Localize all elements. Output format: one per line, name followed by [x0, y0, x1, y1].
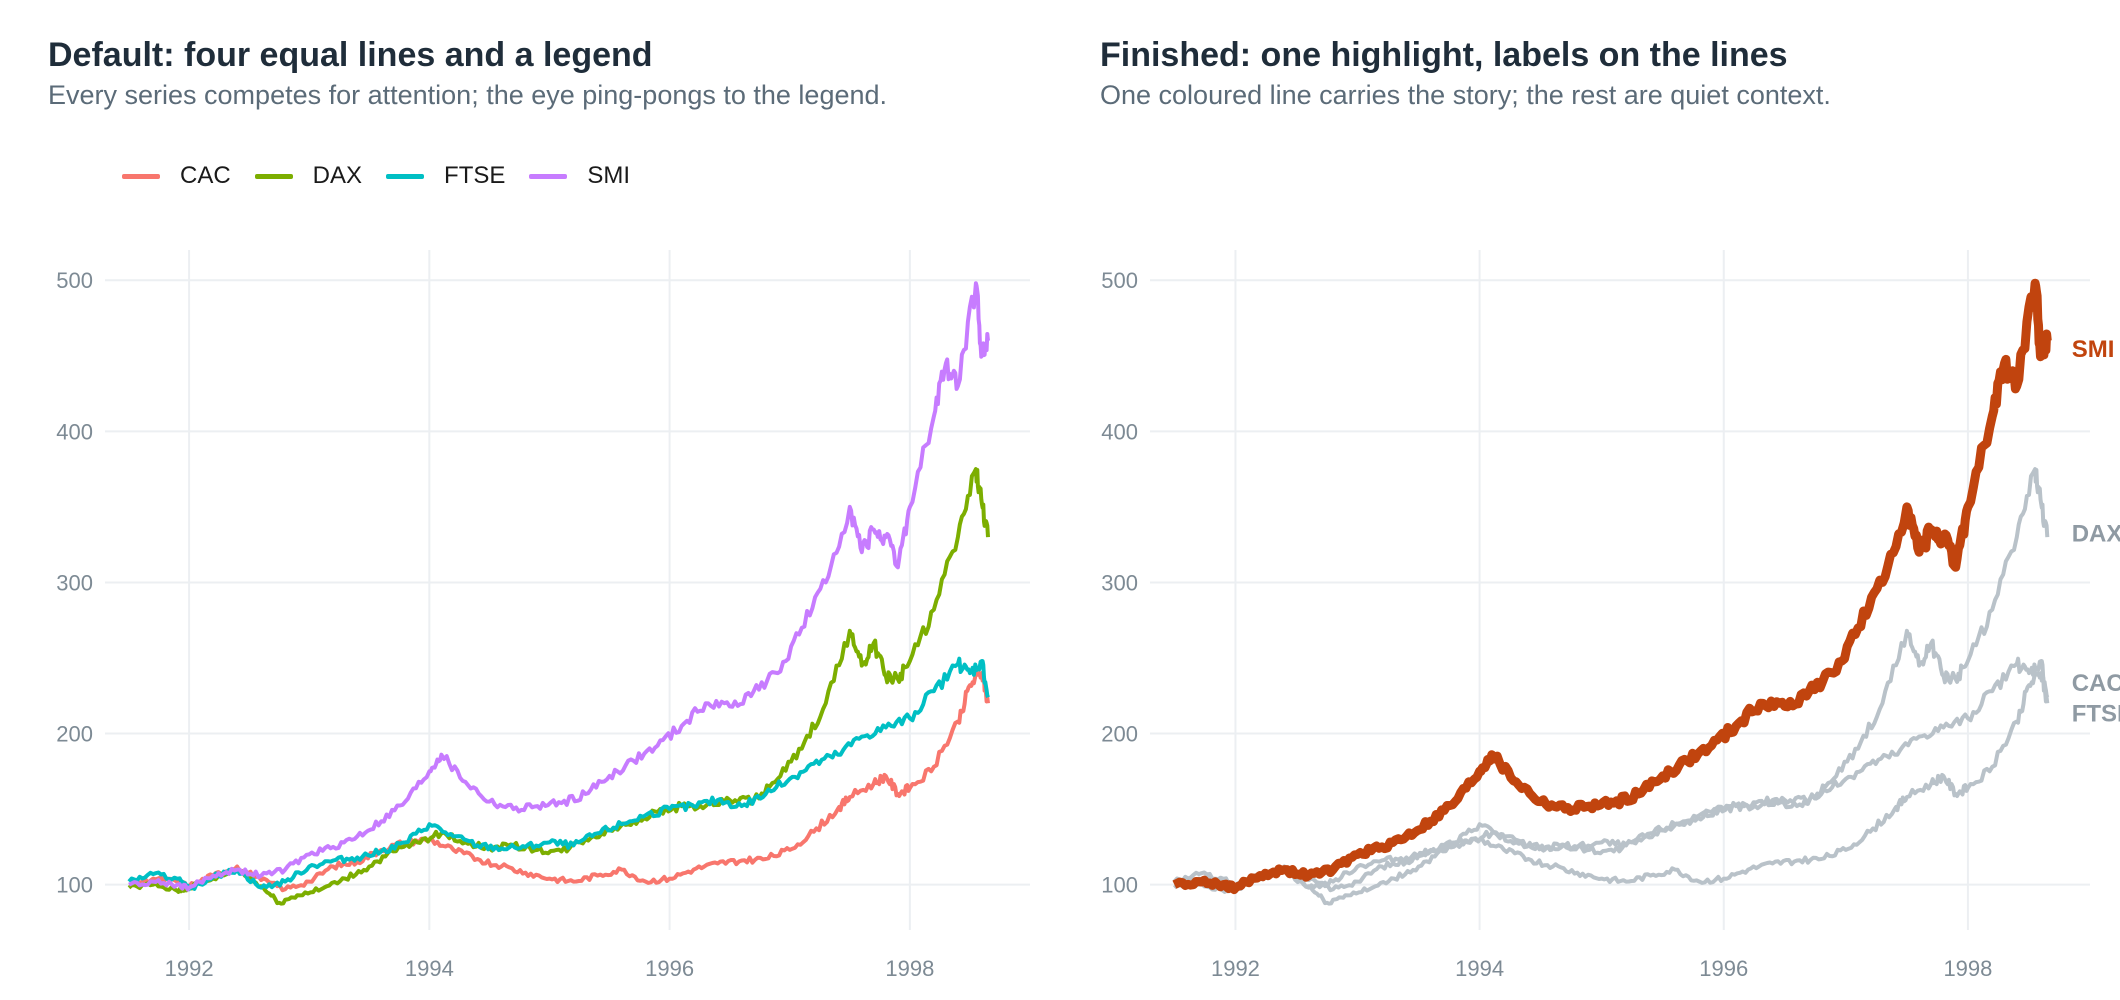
y-tick-label: 100: [1101, 873, 1138, 898]
x-tick-label: 1996: [645, 956, 694, 981]
x-tick-label: 1998: [1943, 956, 1992, 981]
legend-item-cac: CAC: [122, 162, 231, 190]
y-tick-label: 500: [1101, 268, 1138, 293]
chart-subtitle: Every series competes for attention; the…: [48, 80, 888, 110]
series-line-dax: [127, 467, 990, 906]
chart-title: Default: four equal lines and a legend: [48, 36, 653, 74]
context-line-cac: [1174, 671, 2050, 893]
x-tick-label: 1992: [1211, 956, 1260, 981]
end-label-dax: DAX: [2072, 521, 2120, 548]
legend-label: FTSE: [444, 162, 506, 189]
series-line-ftse: [127, 656, 990, 892]
line-chart-finished: 100 200 300 400 500 1992 1994 1996 1998 SMI DAX CAC…: [1101, 250, 2120, 981]
legend-label: CAC: [180, 162, 231, 189]
legend-item-dax: DAX: [254, 162, 363, 190]
x-tick-label: 1998: [885, 956, 934, 981]
gridlines: [105, 250, 1030, 930]
legend: CAC DAX FTSE SMI: [122, 162, 654, 190]
line-chart-default: 100 200 300 400 500 1992 1994 1996 1998: [56, 250, 1030, 981]
end-label-smi: SMI: [2072, 336, 2115, 363]
y-tick-label: 200: [56, 722, 93, 747]
legend-swatch: [254, 173, 293, 179]
y-tick-label: 300: [1101, 570, 1138, 595]
x-tick-label: 1992: [165, 956, 214, 981]
y-tick-label: 200: [1101, 722, 1138, 747]
legend-swatch: [122, 173, 160, 179]
gridlines: [1150, 250, 2090, 930]
chart-panel-finished: Finished: one highlight, labels on the l…: [1060, 0, 2120, 1000]
legend-swatch: [386, 173, 425, 179]
highlight-line-smi: [1172, 278, 2052, 895]
series-line-cac: [128, 671, 990, 893]
end-label-cac: CAC: [2072, 670, 2120, 697]
chart-subtitle: One coloured line carries the story; the…: [1100, 80, 1831, 110]
legend-label: SMI: [587, 162, 631, 189]
legend-item-smi: SMI: [529, 162, 630, 190]
context-line-dax: [1173, 467, 2050, 906]
x-tick-label: 1994: [405, 956, 454, 981]
y-tick-label: 400: [1101, 419, 1138, 444]
chart-panel-default: Default: four equal lines and a legend E…: [48, 36, 1030, 981]
end-label-ftse: FTSE: [2072, 700, 2120, 727]
y-tick-label: 100: [56, 873, 93, 898]
y-tick-label: 500: [56, 268, 93, 293]
y-tick-label: 400: [56, 419, 93, 444]
context-line-ftse: [1172, 656, 2050, 892]
legend-label: DAX: [312, 162, 363, 189]
x-tick-label: 1994: [1455, 956, 1504, 981]
x-tick-label: 1996: [1699, 956, 1748, 981]
chart-title: Finished: one highlight, labels on the l…: [1100, 36, 1788, 74]
legend-item-ftse: FTSE: [386, 162, 505, 190]
legend-swatch: [529, 173, 568, 179]
y-tick-label: 300: [56, 570, 93, 595]
series-line-smi: [128, 281, 990, 892]
